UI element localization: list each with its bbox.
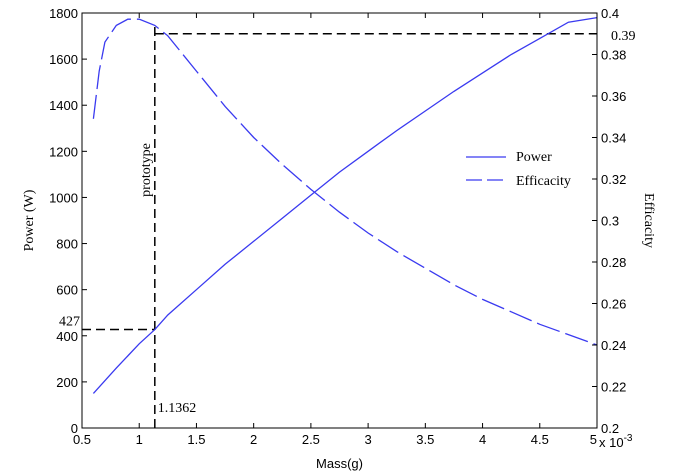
y-right-tick-label: 0.3 xyxy=(601,214,619,229)
y-left-tick-label: 400 xyxy=(56,329,78,344)
y-right-axis-label: Efficacity xyxy=(641,193,656,248)
legend-power-label: Power xyxy=(516,150,552,165)
x-tick-label: 0.5 xyxy=(73,432,91,447)
x-tick-label: 3 xyxy=(364,432,371,447)
y-right-tick-label: 0.36 xyxy=(601,89,626,104)
series-line-efficacity xyxy=(92,18,598,346)
x-tick-label: 1.5 xyxy=(187,432,205,447)
y-left-tick-label: 1000 xyxy=(49,190,78,205)
y-left-tick-label: 800 xyxy=(56,237,78,252)
x-tick-label: 1 xyxy=(136,432,143,447)
x-tick-label: 3.5 xyxy=(416,432,434,447)
x-tick-label: 2.5 xyxy=(302,432,320,447)
y-right-tick-label: 0.4 xyxy=(601,6,619,21)
y-left-tick-label: 200 xyxy=(56,375,78,390)
series-line-power xyxy=(92,16,598,394)
y-right-tick-label: 0.32 xyxy=(601,172,626,187)
y-left-tick-label: 600 xyxy=(56,283,78,298)
x-tick-label: 2 xyxy=(250,432,257,447)
plot-frame xyxy=(81,12,598,429)
y-right-tick-label: 0.26 xyxy=(601,297,626,312)
x-scale-note: x 10-3 xyxy=(599,433,633,450)
y-left-tick-label: 1600 xyxy=(49,52,78,67)
mass-annotation: 1.1362 xyxy=(158,401,197,416)
y-right-tick-label: 0.22 xyxy=(601,380,626,395)
x-scale-exponent: -3 xyxy=(624,433,633,444)
x-tick-label: 4.5 xyxy=(531,432,549,447)
y-right-tick-label: 0.38 xyxy=(601,48,626,63)
y-left-tick-label: 1800 xyxy=(49,6,78,21)
y-left-tick-label: 0 xyxy=(71,421,78,436)
x-axis-label: Mass(g) xyxy=(316,456,363,471)
x-tick-label: 5 xyxy=(590,432,597,447)
y-left-tick-label: 1200 xyxy=(49,144,78,159)
x-tick-label: 4 xyxy=(479,432,486,447)
legend-efficacity-label: Efficacity xyxy=(516,174,571,189)
y-right-tick-label: 0.34 xyxy=(601,131,626,146)
legend: Power Efficacity xyxy=(466,150,571,189)
y-left-tick-label: 1400 xyxy=(49,98,78,113)
efficacity-annotation: 0.39 xyxy=(611,29,636,44)
power-annotation: 427 xyxy=(59,315,80,330)
y-right-tick-label: 0.24 xyxy=(601,338,626,353)
x-scale-note-text: x 10 xyxy=(599,435,624,450)
y-left-axis-label: Power (W) xyxy=(22,189,37,251)
y-right-tick-label: 0.28 xyxy=(601,255,626,270)
prototype-annotation: prototype xyxy=(139,143,154,197)
y-right-tick-label: 0.2 xyxy=(601,421,619,436)
